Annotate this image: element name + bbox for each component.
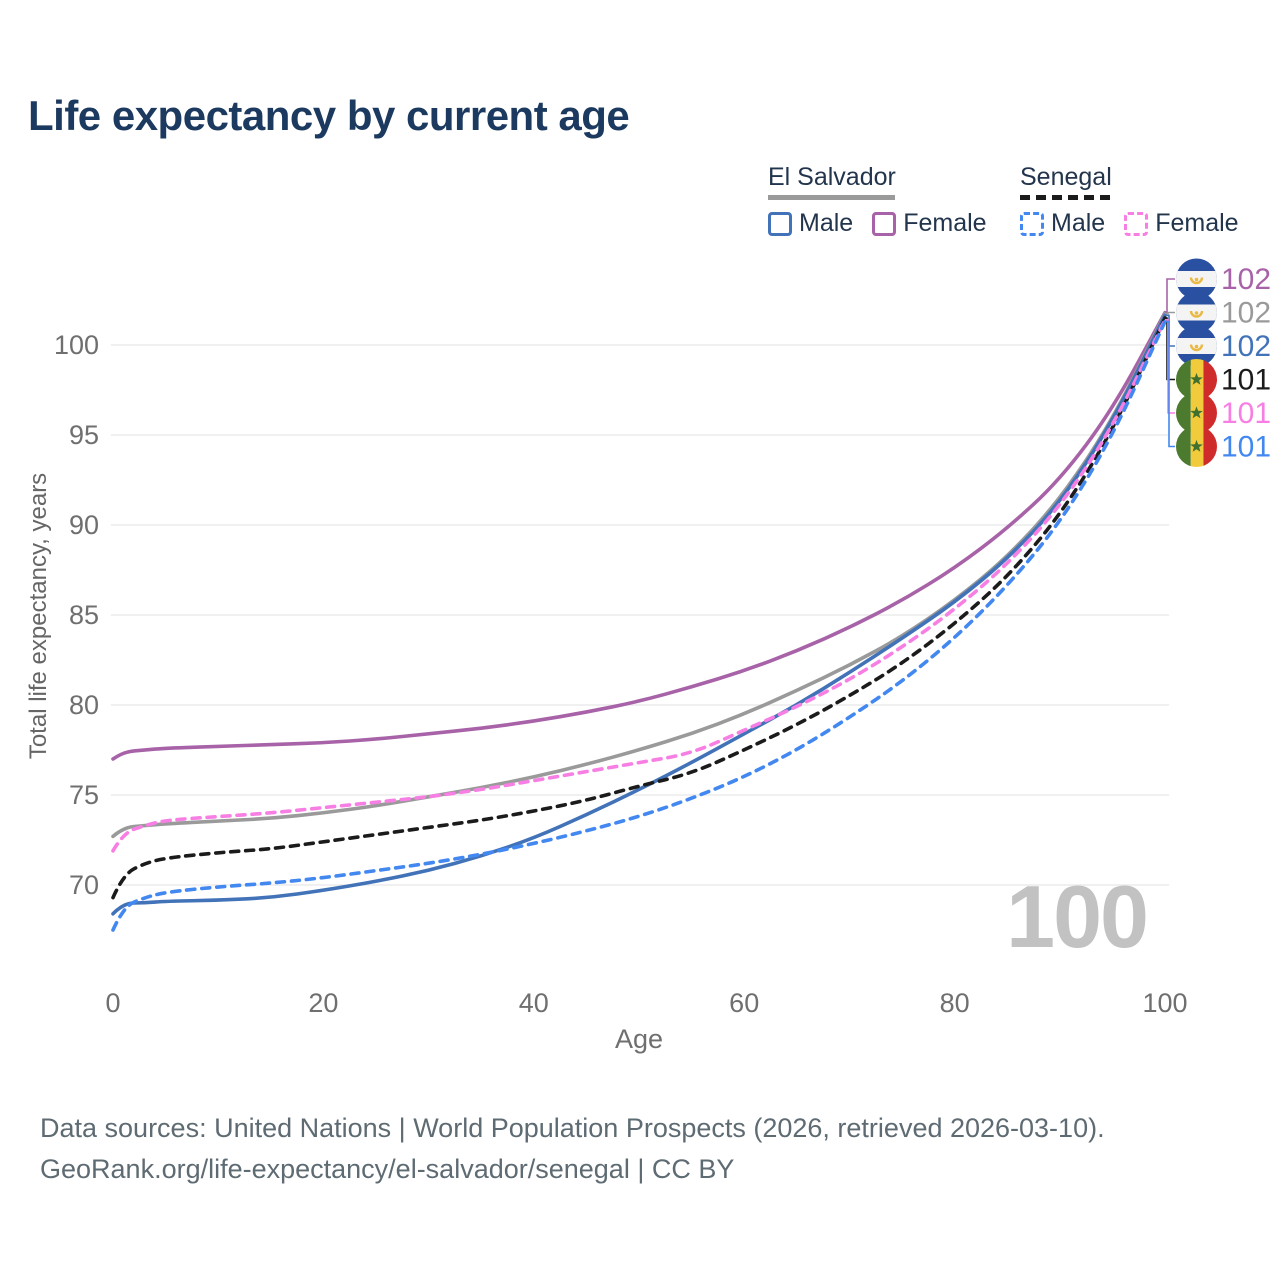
legend-label-female: Female <box>1155 209 1239 237</box>
flag-icon-el-salvador <box>1176 258 1217 300</box>
y-tick-label: 90 <box>69 510 99 540</box>
x-tick-label: 20 <box>308 988 338 1018</box>
legend-group-senegal: Senegal Male Female <box>1020 163 1239 238</box>
end-value-label-el-salvador-all: 102 <box>1221 297 1271 330</box>
flag-icon-senegal <box>1176 392 1217 434</box>
y-axis-title: Total life expectancy, years <box>25 473 52 759</box>
swatch-el-salvador-male <box>768 211 792 236</box>
leader-line-senegal-male <box>1165 320 1175 448</box>
legend-label-male: Male <box>1051 209 1106 237</box>
x-tick-label: 60 <box>729 988 759 1018</box>
legend-items-senegal: Male Female <box>1020 209 1239 238</box>
legend-country-senegal[interactable]: Senegal <box>1020 163 1112 200</box>
age-indicator-watermark: 100 <box>1006 867 1147 966</box>
flag-icon-senegal <box>1176 426 1217 467</box>
legend-country-label: Senegal <box>1020 163 1112 191</box>
flag-icon-el-salvador <box>1176 325 1217 367</box>
flag-icon-senegal <box>1176 359 1217 400</box>
legend-item-el-salvador-female[interactable]: Female <box>872 209 987 238</box>
end-value-label-senegal-female: 101 <box>1221 397 1271 430</box>
end-value-label-el-salvador-male: 102 <box>1221 330 1271 363</box>
footer: Data sources: United Nations | World Pop… <box>40 1108 1105 1190</box>
leader-line-el-salvador-all <box>1165 311 1175 315</box>
legend-label-male: Male <box>799 209 854 237</box>
legend-country-el-salvador[interactable]: El Salvador <box>768 163 896 200</box>
y-tick-label: 70 <box>69 870 99 900</box>
data-sources-line: Data sources: United Nations | World Pop… <box>40 1113 1105 1143</box>
attribution-line: GeoRank.org/life-expectancy/el-salvador/… <box>40 1154 735 1184</box>
series-line-senegal-male[interactable] <box>111 319 1167 932</box>
series-line-el-salvador-female[interactable] <box>111 310 1167 761</box>
leader-line-senegal-female <box>1165 319 1175 414</box>
series-layer <box>111 310 1167 932</box>
average-line-swatch-el-salvador <box>768 195 895 200</box>
legend-country-label: El Salvador <box>768 163 896 191</box>
end-value-label-el-salvador-female: 102 <box>1221 263 1271 296</box>
grid-layer: 70 75 80 85 90 95 100 0 20 40 60 80 100 <box>54 330 1188 1018</box>
y-tick-label: 75 <box>69 780 99 810</box>
legend-item-senegal-female[interactable]: Female <box>1124 209 1239 238</box>
end-value-label-senegal-male: 101 <box>1221 431 1271 464</box>
swatch-senegal-male <box>1020 211 1044 236</box>
end-value-label-senegal-all: 101 <box>1221 364 1271 397</box>
legend-item-el-salvador-male[interactable]: Male <box>768 209 853 238</box>
series-line-senegal-female[interactable] <box>111 318 1167 853</box>
average-line-swatch-senegal <box>1020 195 1110 200</box>
y-tick-label: 85 <box>69 600 99 630</box>
series-line-el-salvador-male[interactable] <box>111 313 1167 916</box>
y-tick-label: 80 <box>69 690 99 720</box>
legend: El Salvador Male Female Senegal <box>0 0 1280 250</box>
swatch-el-salvador-female <box>872 211 897 236</box>
leader-line-el-salvador-female <box>1165 278 1175 314</box>
chart-title: Life expectancy by current age <box>28 92 630 139</box>
y-tick-label: 100 <box>54 330 99 360</box>
legend-label-female: Female <box>903 209 987 237</box>
leader-line-senegal-all <box>1165 317 1175 381</box>
x-tick-label: 40 <box>519 988 549 1018</box>
legend-items-el-salvador: Male Female <box>768 209 987 238</box>
swatch-senegal-female <box>1124 211 1149 236</box>
x-tick-label: 0 <box>105 988 120 1018</box>
x-axis-title: Age <box>615 1024 663 1054</box>
x-tick-label: 80 <box>940 988 970 1018</box>
legend-group-el-salvador: El Salvador Male Female <box>768 163 987 238</box>
y-tick-label: 95 <box>69 420 99 450</box>
legend-item-senegal-male[interactable]: Male <box>1020 209 1105 238</box>
x-tick-label: 100 <box>1142 988 1187 1018</box>
series-line-senegal-all[interactable] <box>111 316 1167 900</box>
